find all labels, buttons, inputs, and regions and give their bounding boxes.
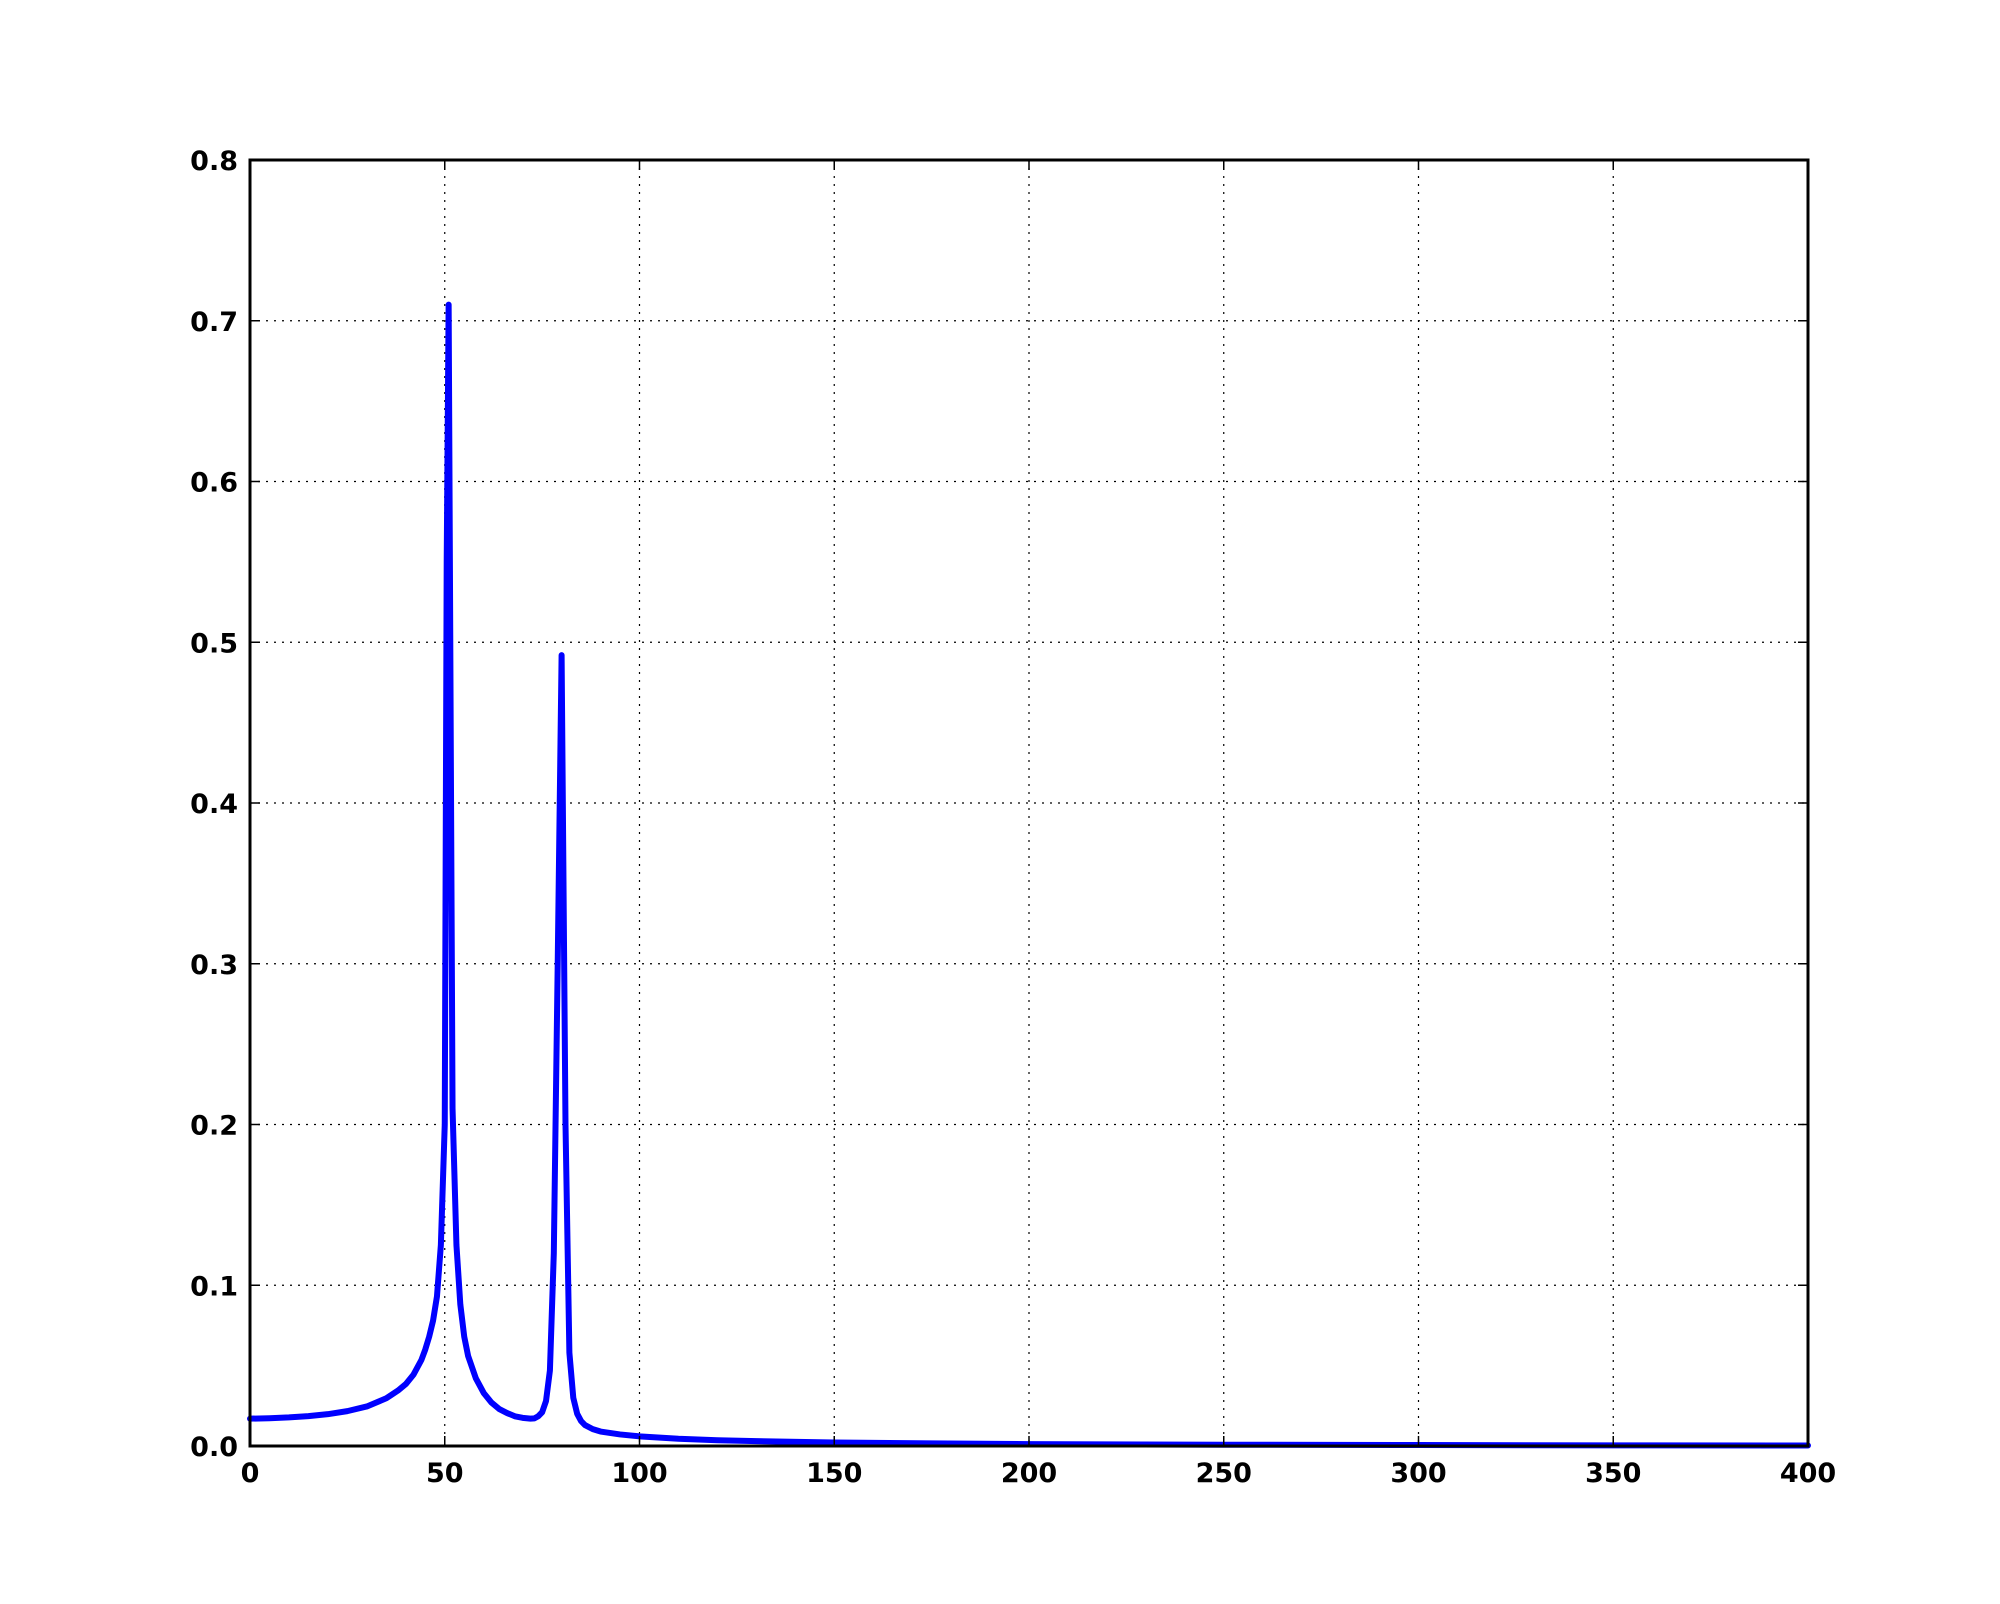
series-line bbox=[247, 301, 1811, 1449]
x-tick-label: 100 bbox=[611, 1458, 667, 1489]
y-tick-label: 0.3 bbox=[190, 950, 238, 981]
x-tick-label: 350 bbox=[1585, 1458, 1641, 1489]
series-layer bbox=[247, 301, 1811, 1449]
ticks bbox=[249, 159, 1809, 1447]
y-tick-label: 0.6 bbox=[190, 468, 238, 499]
x-tick-label: 50 bbox=[426, 1458, 464, 1489]
x-tick-label: 250 bbox=[1196, 1458, 1252, 1489]
y-tick-label: 0.5 bbox=[190, 628, 238, 659]
x-tick-label: 150 bbox=[806, 1458, 862, 1489]
y-tick-label: 0.2 bbox=[190, 1111, 238, 1142]
x-tick-label: 0 bbox=[241, 1458, 260, 1489]
x-tick-label: 400 bbox=[1780, 1458, 1836, 1489]
y-tick-label: 0.7 bbox=[190, 307, 238, 338]
x-tick-label: 300 bbox=[1390, 1458, 1446, 1489]
y-tick-label: 0.4 bbox=[190, 789, 238, 820]
y-tick-label: 0.1 bbox=[190, 1271, 238, 1302]
x-tick-label: 200 bbox=[1001, 1458, 1057, 1489]
y-tick-label: 0.0 bbox=[190, 1432, 238, 1463]
tick-labels: 0 50 100 150 200 250 300 350 400 0.0 0.1 0.2 0.3 0.4 0… bbox=[190, 146, 1836, 1489]
y-tick-label: 0.8 bbox=[190, 146, 238, 177]
grid bbox=[250, 160, 1808, 1446]
